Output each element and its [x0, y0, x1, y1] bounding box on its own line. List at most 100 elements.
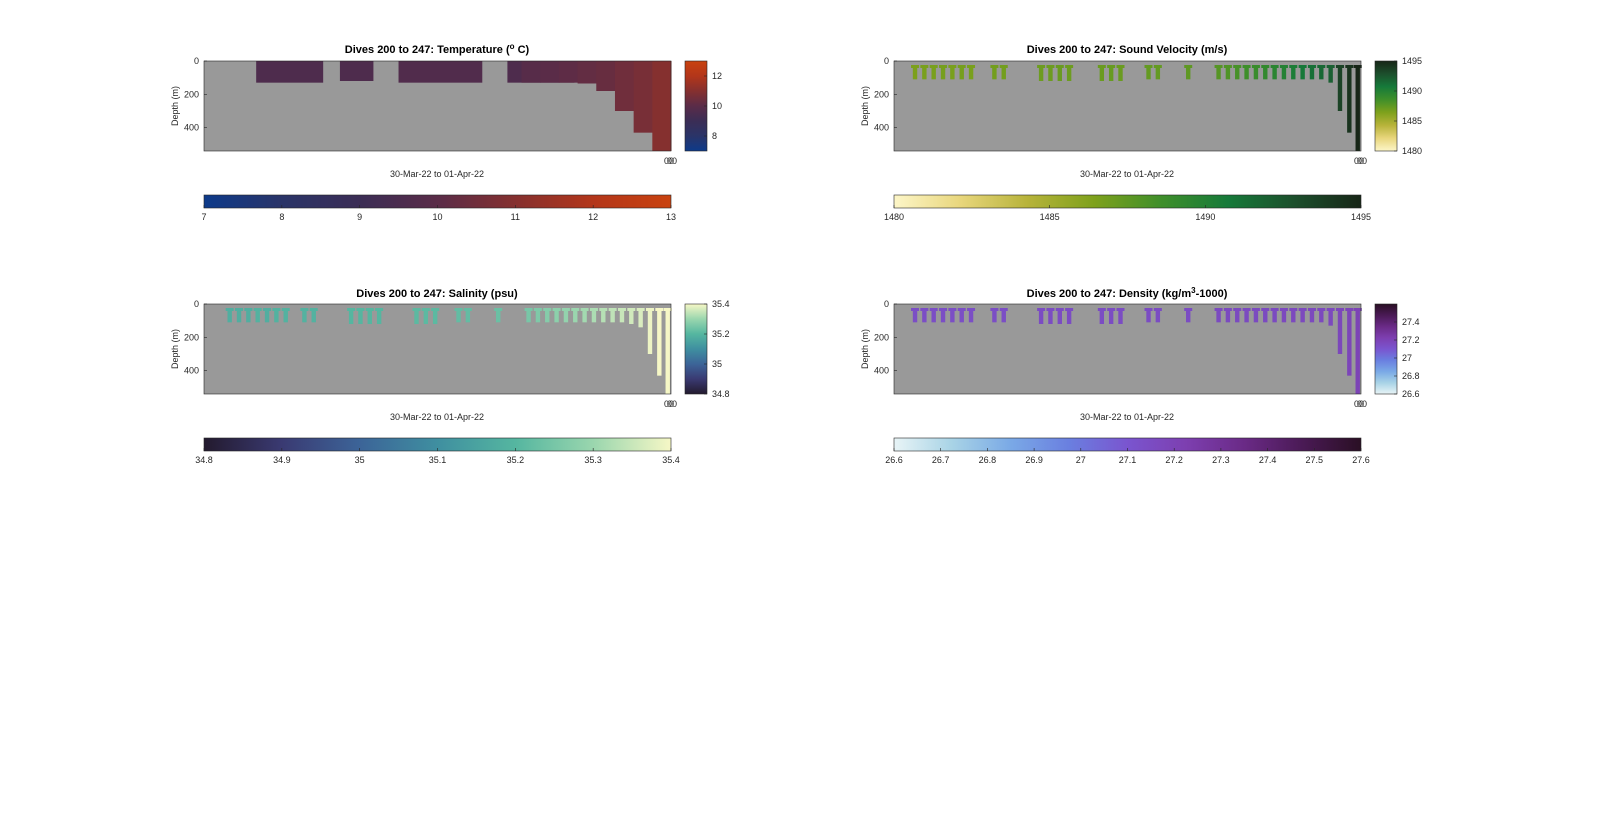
y-tick-label: 400 — [874, 123, 889, 133]
data-bar-cap — [253, 308, 262, 311]
data-bar-cap — [617, 308, 626, 311]
data-bar — [922, 308, 927, 323]
chart-title-main: Dives 200 to 247: Salinity (psu) — [356, 288, 518, 300]
chart-title-superscript: 3 — [1191, 286, 1196, 295]
data-bar-cap — [552, 308, 561, 311]
data-bar-cap — [1153, 308, 1162, 311]
data-bar-cap — [561, 308, 570, 311]
data-bar — [1244, 65, 1249, 80]
data-bar-cap — [999, 308, 1008, 311]
data-column — [596, 61, 616, 91]
data-bar-cap — [1153, 65, 1162, 68]
side-colorbar-label: 35.4 — [712, 299, 730, 309]
data-bar-cap — [1353, 65, 1362, 68]
chart-title-main: Dives 200 to 247: Temperature ( — [345, 44, 510, 56]
plot-area — [204, 304, 671, 394]
panel-2: Dives 200 to 247: Sound Velocity (m/s) 0 2… — [860, 44, 1422, 222]
data-bar-cap — [1345, 65, 1354, 68]
data-bar-cap — [990, 65, 999, 68]
bottom-colorbar-label: 27.6 — [1352, 455, 1370, 465]
bottom-colorbar-label: 11 — [511, 212, 520, 222]
panel-1: Dives 200 to 247: Temperature (o C) 0 200 4… — [170, 42, 722, 222]
data-bar — [1281, 65, 1287, 80]
panel-3: Dives 200 to 247: Salinity (psu) 0 200 400 D… — [170, 288, 730, 465]
data-bar — [376, 308, 382, 324]
data-bar — [1309, 308, 1315, 323]
data-bar — [959, 65, 964, 80]
bottom-colorbar-label: 1495 — [1351, 212, 1371, 222]
bottom-colorbar-label: 27.3 — [1212, 455, 1230, 465]
data-bar — [912, 308, 918, 323]
data-bar — [1216, 308, 1221, 323]
bottom-colorbar-label: 34.8 — [195, 455, 213, 465]
data-bar — [1244, 308, 1249, 323]
data-bar — [1155, 308, 1161, 323]
data-bar-cap — [1214, 308, 1223, 311]
data-bar-cap — [1037, 308, 1046, 311]
data-bar — [619, 308, 625, 323]
side-colorbar — [684, 60, 708, 152]
data-bar — [1001, 308, 1006, 323]
data-bar-cap — [272, 308, 281, 311]
data-bar — [1118, 308, 1123, 324]
data-bar — [647, 308, 653, 354]
side-colorbar-label: 12 — [712, 71, 722, 81]
data-bar-cap — [1307, 65, 1316, 68]
data-bar — [535, 308, 541, 323]
data-bar-cap — [1242, 65, 1251, 68]
data-bar — [610, 308, 615, 323]
data-bar-cap — [1116, 65, 1125, 68]
data-bar-cap — [1270, 308, 1279, 311]
data-bar — [931, 65, 936, 80]
data-bar-cap — [1184, 65, 1193, 68]
data-bar — [302, 308, 307, 323]
bottom-colorbar-label: 35.4 — [662, 455, 680, 465]
x-tick-label: 00 — [1354, 399, 1364, 409]
data-bar — [1347, 308, 1352, 376]
data-bar-cap — [627, 308, 636, 311]
bottom-colorbar-label: 10 — [432, 212, 442, 222]
data-bar — [1253, 65, 1259, 80]
data-bar — [1300, 65, 1305, 80]
side-colorbar-label: 8 — [712, 131, 717, 141]
bottom-colorbar-label: 9 — [357, 212, 362, 222]
data-bar-cap — [580, 308, 589, 311]
data-bar — [1263, 308, 1268, 323]
side-colorbar — [684, 303, 708, 395]
data-bar-cap — [1107, 65, 1116, 68]
data-bar — [236, 308, 242, 323]
bottom-colorbar-label: 27.5 — [1306, 455, 1324, 465]
data-bar — [912, 65, 918, 80]
data-bar — [940, 308, 946, 323]
data-bar — [665, 308, 670, 394]
data-bar — [992, 308, 997, 323]
data-bar — [1099, 308, 1105, 324]
data-bar-cap — [1335, 308, 1344, 311]
data-bar — [1066, 308, 1072, 324]
bottom-colorbar-label: 1480 — [884, 212, 904, 222]
axes-frame — [893, 60, 1362, 152]
data-bar — [255, 308, 260, 323]
data-bar-cap — [1298, 308, 1307, 311]
data-bar-cap — [1233, 308, 1242, 311]
data-bar-cap — [1097, 308, 1106, 311]
data-bar-cap — [920, 65, 929, 68]
data-bar-cap — [524, 308, 533, 311]
data-bar — [931, 308, 936, 323]
data-bar-cap — [1251, 308, 1260, 311]
axes-frame — [893, 303, 1362, 395]
bottom-colorbar-label: 35.2 — [507, 455, 525, 465]
data-column — [577, 61, 597, 84]
data-bar-cap — [1317, 65, 1326, 68]
data-bar — [1328, 308, 1333, 326]
x-tick-label: 00 — [667, 156, 677, 166]
data-bar — [1291, 65, 1296, 80]
data-bar-cap — [1279, 65, 1288, 68]
side-colorbar-label: 35 — [712, 359, 722, 369]
data-bar — [1225, 65, 1231, 80]
data-bar-cap — [1116, 308, 1125, 311]
data-bar-cap — [1335, 65, 1344, 68]
data-bar-cap — [608, 308, 617, 311]
data-bar — [1319, 65, 1324, 80]
data-bar-cap — [663, 308, 672, 311]
